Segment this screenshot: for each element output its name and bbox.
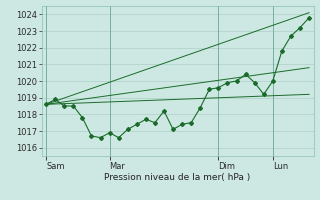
X-axis label: Pression niveau de la mer( hPa ): Pression niveau de la mer( hPa ) bbox=[104, 173, 251, 182]
